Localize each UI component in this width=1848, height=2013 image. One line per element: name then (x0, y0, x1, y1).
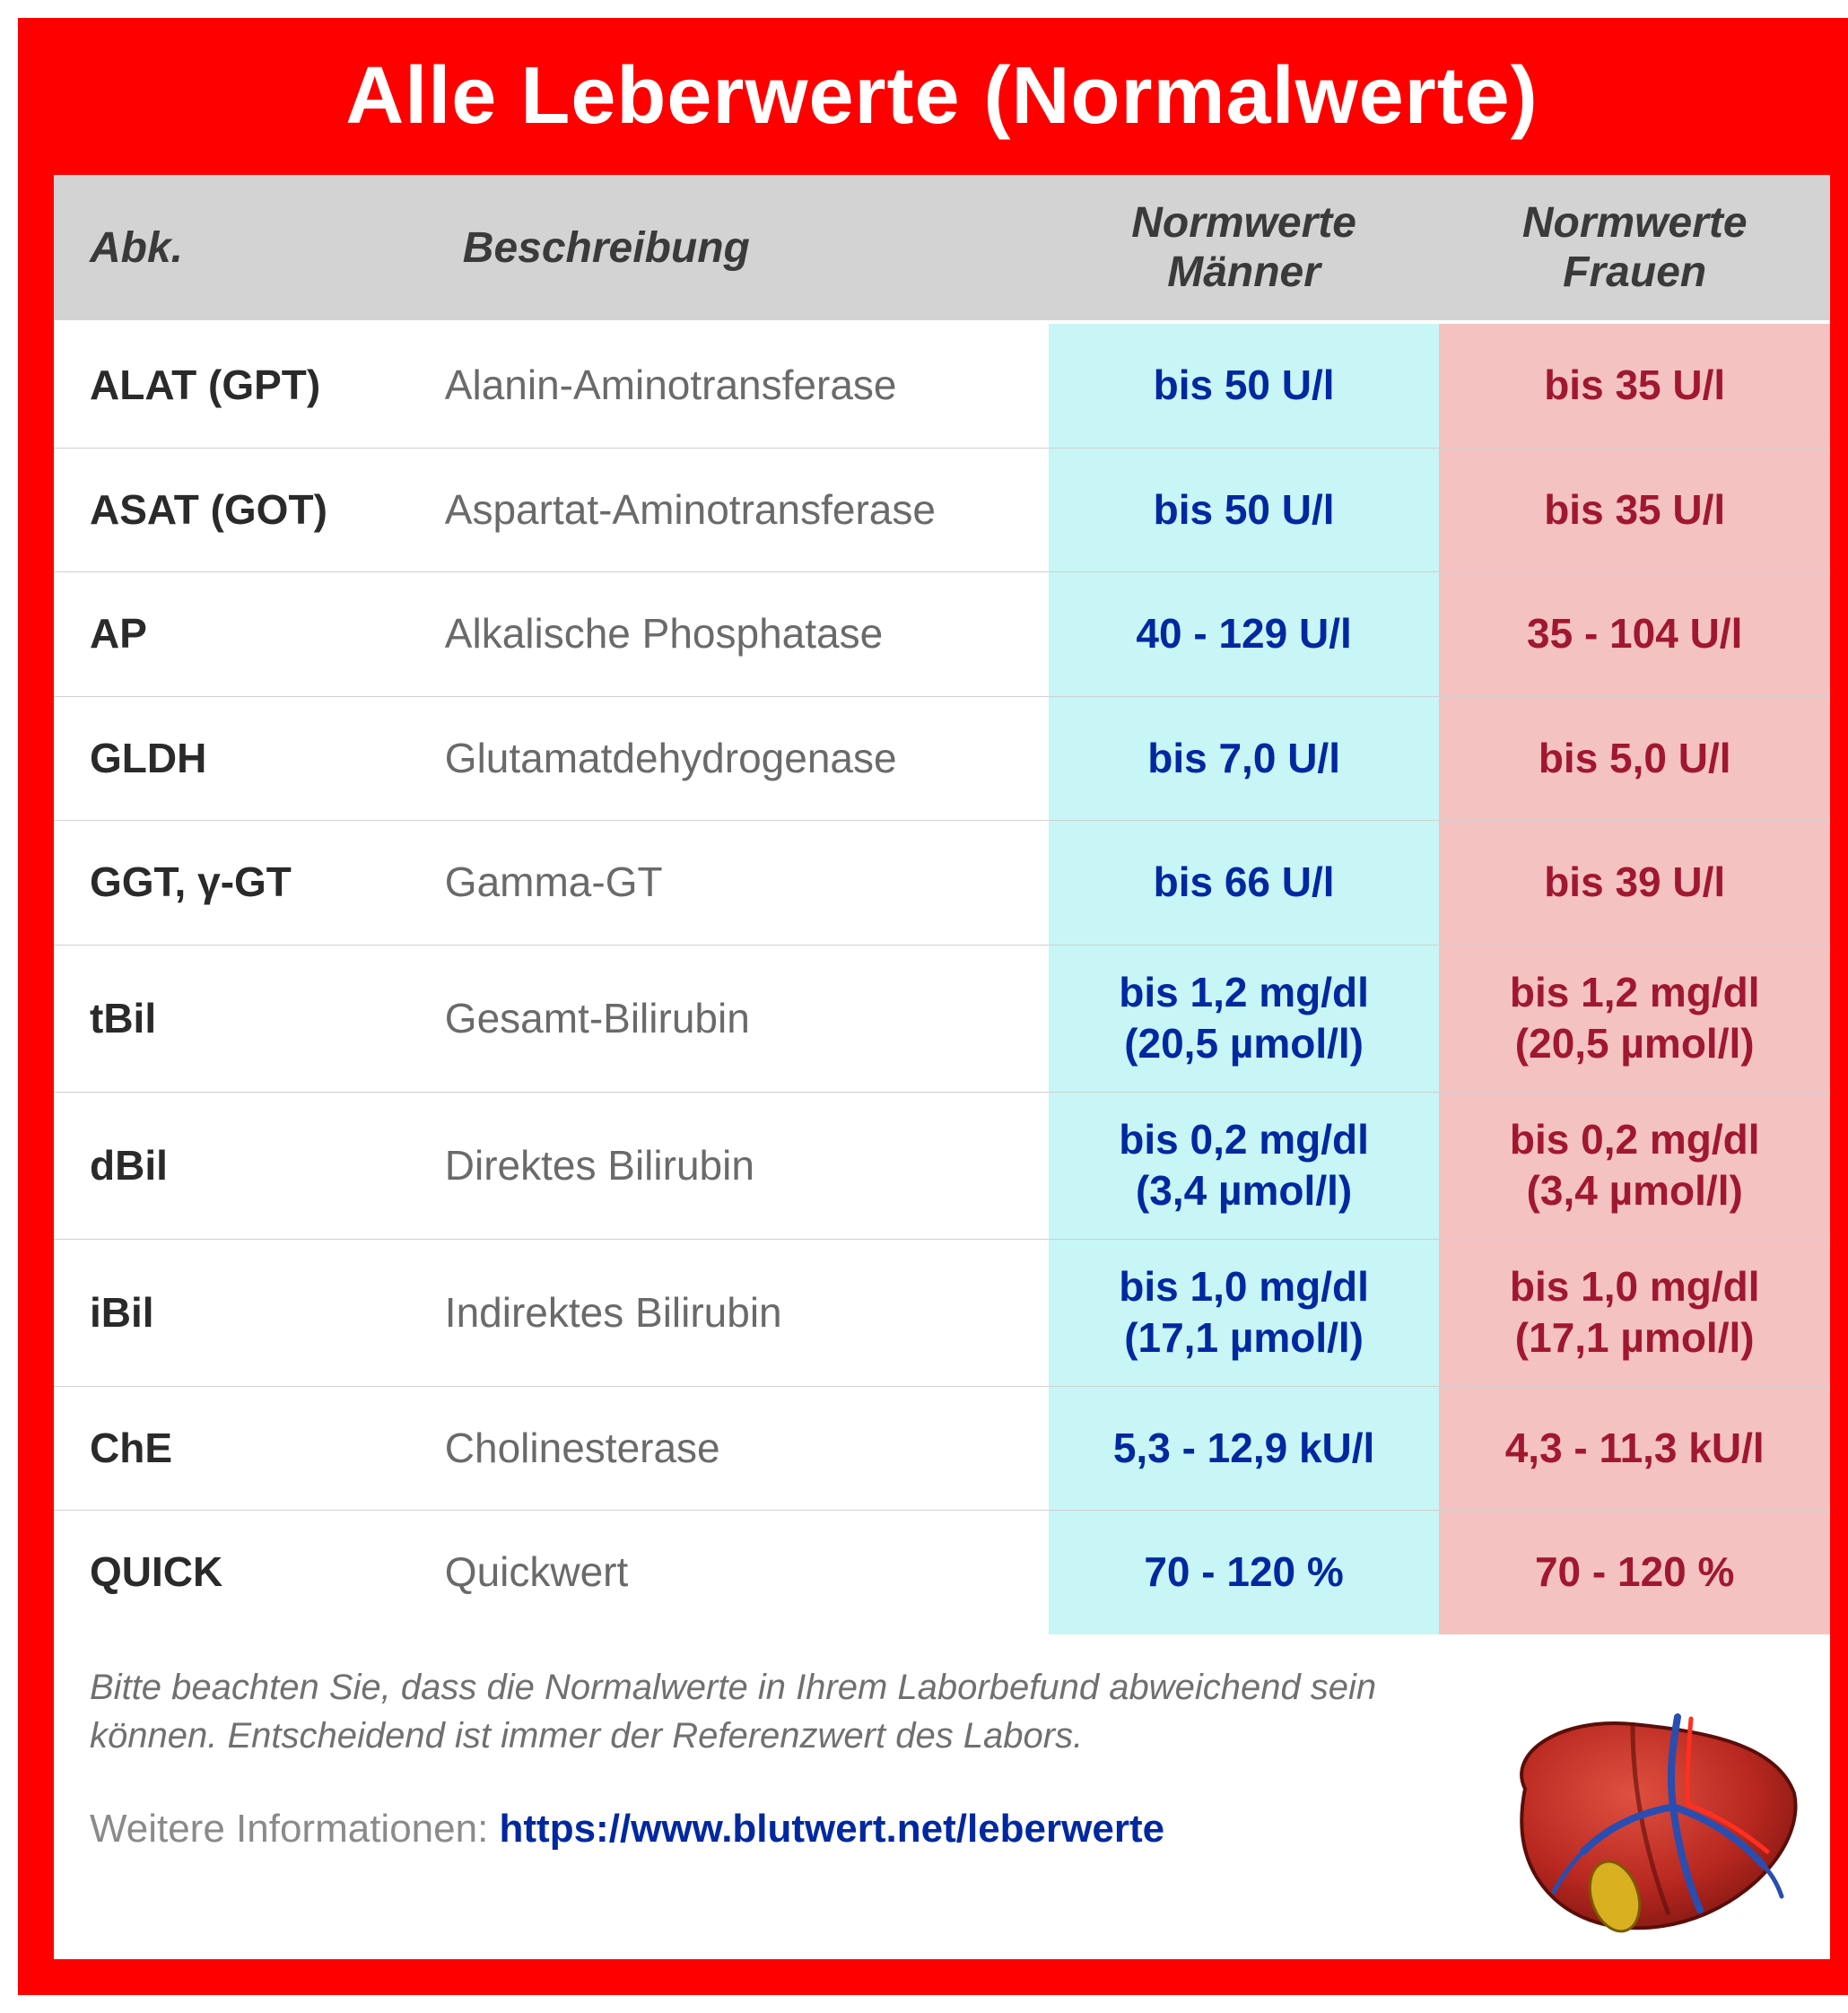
content-panel: Abk. Beschreibung Normwerte Männer Normw… (54, 175, 1830, 1959)
cell-female-value-line1: bis 1,0 mg/dl (1457, 1261, 1812, 1313)
col-header-abbrev: Abk. (54, 175, 427, 322)
cell-description: Alanin-Aminotransferase (427, 322, 1049, 448)
cell-female-value: bis 0,2 mg/dl(3,4 µmol/l) (1439, 1092, 1830, 1239)
cell-male-value-line1: bis 1,0 mg/dl (1067, 1261, 1422, 1313)
cell-male-value: bis 66 U/l (1049, 821, 1440, 946)
cell-male-value-line1: bis 1,2 mg/dl (1067, 967, 1422, 1019)
cell-male-value: 5,3 - 12,9 kU/l (1049, 1386, 1440, 1511)
cell-description: Gesamt-Bilirubin (427, 945, 1049, 1092)
table-row: APAlkalische Phosphatase40 - 129 U/l35 -… (54, 572, 1830, 697)
table-row: GGT, γ-GTGamma-GTbis 66 U/lbis 39 U/l (54, 821, 1830, 946)
cell-male-value: bis 0,2 mg/dl(3,4 µmol/l) (1049, 1092, 1440, 1239)
cell-abbrev: iBil (54, 1239, 427, 1386)
cell-male-value-line1: bis 0,2 mg/dl (1067, 1114, 1422, 1166)
cell-female-value: 4,3 - 11,3 kU/l (1439, 1386, 1830, 1511)
table-row: QUICKQuickwert70 - 120 %70 - 120 % (54, 1511, 1830, 1634)
cell-female-value-line2: (3,4 µmol/l) (1457, 1165, 1812, 1217)
cell-description: Aspartat-Aminotransferase (427, 448, 1049, 572)
cell-abbrev: AP (54, 572, 427, 697)
cell-description: Cholinesterase (427, 1386, 1049, 1511)
cell-female-value-line1: bis 0,2 mg/dl (1457, 1114, 1812, 1166)
cell-abbrev: GGT, γ-GT (54, 821, 427, 946)
cell-description: Quickwert (427, 1511, 1049, 1634)
cell-female-value: bis 1,2 mg/dl(20,5 µmol/l) (1439, 945, 1830, 1092)
cell-description: Alkalische Phosphatase (427, 572, 1049, 697)
table-row: ChECholinesterase5,3 - 12,9 kU/l4,3 - 11… (54, 1386, 1830, 1511)
footer-area: Bitte beachten Sie, dass die Normalwerte… (54, 1634, 1830, 1959)
cell-abbrev: tBil (54, 945, 427, 1092)
cell-description: Indirektes Bilirubin (427, 1239, 1049, 1386)
cell-abbrev: ASAT (GOT) (54, 448, 427, 572)
cell-female-value-line2: (17,1 µmol/l) (1457, 1312, 1812, 1364)
cell-female-value: bis 39 U/l (1439, 821, 1830, 946)
cell-male-value: bis 50 U/l (1049, 448, 1440, 572)
table-row: iBilIndirektes Bilirubinbis 1,0 mg/dl(17… (54, 1239, 1830, 1386)
cell-abbrev: GLDH (54, 696, 427, 821)
cell-male-value: 70 - 120 % (1049, 1511, 1440, 1634)
cell-male-value-line2: (20,5 µmol/l) (1067, 1018, 1422, 1070)
cell-abbrev: QUICK (54, 1511, 427, 1634)
cell-male-value-line2: (17,1 µmol/l) (1067, 1312, 1422, 1364)
table-row: tBilGesamt-Bilirubinbis 1,2 mg/dl(20,5 µ… (54, 945, 1830, 1092)
cell-female-value: 70 - 120 % (1439, 1511, 1830, 1634)
cell-female-value: bis 35 U/l (1439, 448, 1830, 572)
disclaimer-note: Bitte beachten Sie, dass die Normalwerte… (90, 1663, 1419, 1760)
cell-male-value: bis 1,2 mg/dl(20,5 µmol/l) (1049, 945, 1440, 1092)
liver-icon (1498, 1708, 1803, 1941)
table-row: dBilDirektes Bilirubinbis 0,2 mg/dl(3,4 … (54, 1092, 1830, 1239)
more-info-url[interactable]: https://www.blutwert.net/leberwerte (500, 1807, 1165, 1851)
cell-abbrev: ChE (54, 1386, 427, 1511)
cell-male-value: bis 7,0 U/l (1049, 696, 1440, 821)
cell-male-value: bis 50 U/l (1049, 322, 1440, 448)
cell-female-value: bis 5,0 U/l (1439, 696, 1830, 821)
cell-abbrev: ALAT (GPT) (54, 322, 427, 448)
cell-female-value-line1: bis 1,2 mg/dl (1457, 967, 1812, 1019)
infographic-container: Alle Leberwerte (Normalwerte) Abk. Besch… (18, 18, 1848, 1995)
cell-description: Gamma-GT (427, 821, 1049, 946)
cell-male-value: 40 - 129 U/l (1049, 572, 1440, 697)
cell-description: Direktes Bilirubin (427, 1092, 1049, 1239)
col-header-male: Normwerte Männer (1049, 175, 1440, 322)
liver-values-table: Abk. Beschreibung Normwerte Männer Normw… (54, 175, 1830, 1634)
cell-male-value-line2: (3,4 µmol/l) (1067, 1165, 1422, 1217)
cell-description: Glutamatdehydrogenase (427, 696, 1049, 821)
cell-abbrev: dBil (54, 1092, 427, 1239)
table-row: ALAT (GPT)Alanin-Aminotransferasebis 50 … (54, 322, 1830, 448)
cell-female-value: bis 1,0 mg/dl(17,1 µmol/l) (1439, 1239, 1830, 1386)
table-row: GLDHGlutamatdehydrogenasebis 7,0 U/lbis … (54, 696, 1830, 821)
cell-female-value-line2: (20,5 µmol/l) (1457, 1018, 1812, 1070)
cell-female-value: 35 - 104 U/l (1439, 572, 1830, 697)
table-row: ASAT (GOT)Aspartat-Aminotransferasebis 5… (54, 448, 1830, 572)
main-title: Alle Leberwerte (Normalwerte) (18, 18, 1848, 175)
col-header-description: Beschreibung (427, 175, 1049, 322)
table-header-row: Abk. Beschreibung Normwerte Männer Normw… (54, 175, 1830, 322)
cell-male-value: bis 1,0 mg/dl(17,1 µmol/l) (1049, 1239, 1440, 1386)
cell-female-value: bis 35 U/l (1439, 322, 1830, 448)
more-info-label: Weitere Informationen: (90, 1807, 500, 1851)
col-header-female: Normwerte Frauen (1439, 175, 1830, 322)
